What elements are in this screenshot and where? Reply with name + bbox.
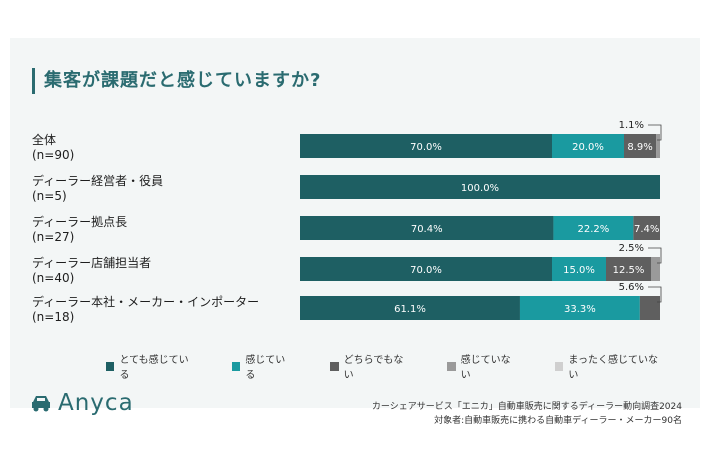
callout-label: 1.1%: [619, 120, 644, 131]
bar-segment: [651, 257, 660, 281]
data-label: 12.5%: [613, 265, 645, 276]
row-label: ディーラー店舗担当者 (n=40): [32, 256, 151, 286]
legend-label: まったく感じていない: [568, 355, 658, 381]
source-note: カーシェアサービス「エニカ」自動車販売に関するディーラー動向調査2024 対象者…: [372, 400, 682, 428]
bar-segment: [300, 296, 520, 320]
data-label: 7.4%: [634, 224, 659, 235]
title-accent-bar: [32, 68, 35, 94]
car-icon: [32, 396, 50, 412]
legend: とても感じている 感じている どちらでもない 感じていない まったく感じていない: [106, 351, 700, 381]
row-label-count: (n=90): [32, 148, 75, 162]
data-label: 100.0%: [461, 183, 499, 194]
bar-segment: [300, 257, 552, 281]
row-label-name: ディーラー経営者・役員: [32, 174, 164, 188]
brand-name: Anyca: [58, 390, 134, 416]
bar-segment: [519, 296, 640, 320]
legend-swatch: [106, 361, 115, 371]
legend-label: 感じている: [245, 355, 286, 381]
source-line-2: 対象者:自動車販売に携わる自動車ディーラー・メーカー90名: [434, 416, 682, 426]
legend-item: 感じている: [231, 351, 292, 381]
data-label: 70.0%: [410, 265, 442, 276]
callout-leader: [648, 247, 662, 264]
legend-label: どちらでもない: [343, 355, 404, 381]
row-label: 全体 (n=90): [32, 133, 74, 163]
legend-item: まったく感じていない: [554, 351, 662, 381]
bar-segment: [553, 216, 634, 240]
bar-segment: [300, 134, 552, 158]
callout-label: 5.6%: [619, 282, 644, 293]
data-label: 22.2%: [578, 224, 610, 235]
bar-segment: [300, 175, 660, 199]
data-label: 20.0%: [572, 142, 604, 153]
legend-swatch: [554, 361, 564, 371]
bar-segment: [633, 216, 660, 240]
row-label-count: (n=18): [32, 310, 75, 324]
legend-item: とても感じている: [106, 351, 194, 381]
callout-leader: [648, 124, 662, 141]
stacked-bar-chart: 70.0% 20.0% 8.9% 100.0% 70.4% 22.2% 7.4% 70.0% 1…: [300, 120, 662, 320]
callout-label: 2.5%: [619, 243, 644, 254]
bar-segment: [300, 216, 554, 240]
legend-swatch: [447, 361, 456, 371]
bar-segment: [624, 134, 657, 158]
data-label: 33.3%: [564, 304, 596, 315]
legend-swatch: [231, 361, 241, 371]
brand-logo: Anyca: [30, 390, 134, 416]
row-label-count: (n=5): [32, 189, 67, 203]
data-label: 61.1%: [394, 304, 426, 315]
row-label: ディーラー本社・メーカー・インポーター (n=18): [32, 295, 259, 325]
source-line-1: カーシェアサービス「エニカ」自動車販売に関するディーラー動向調査2024: [371, 402, 682, 412]
bar-segment: [656, 134, 660, 158]
data-label: 70.4%: [411, 224, 443, 235]
bar-segment: [552, 134, 624, 158]
callout-leader: [648, 286, 662, 303]
legend-item: どちらでもない: [330, 351, 409, 381]
row-label-count: (n=40): [32, 271, 75, 285]
row-label: ディーラー拠点長 (n=27): [32, 215, 127, 245]
data-label: 70.0%: [410, 142, 442, 153]
legend-label: とても感じている: [119, 355, 189, 381]
chart-card: 集客が課題だと感じていますか? 全体 (n=90) ディーラー経営者・役員 (n=5)…: [10, 38, 700, 426]
bar-segment: [639, 296, 660, 320]
row-label-name: ディーラー店舗担当者: [32, 256, 152, 270]
legend-label: 感じていない: [460, 355, 511, 381]
chart-title: 集客が課題だと感じていますか?: [44, 70, 322, 91]
row-label: ディーラー経営者・役員 (n=5): [32, 174, 163, 204]
row-label-name: ディーラー本社・メーカー・インポーター: [32, 295, 260, 309]
row-label-count: (n=27): [32, 230, 75, 244]
row-label-name: 全体: [32, 133, 57, 147]
data-label: 15.0%: [563, 265, 595, 276]
data-label: 8.9%: [627, 142, 652, 153]
legend-swatch: [330, 361, 339, 371]
legend-item: 感じていない: [447, 351, 517, 381]
bar-segment: [552, 257, 606, 281]
bar-segment: [606, 257, 651, 281]
row-label-name: ディーラー拠点長: [32, 215, 128, 229]
